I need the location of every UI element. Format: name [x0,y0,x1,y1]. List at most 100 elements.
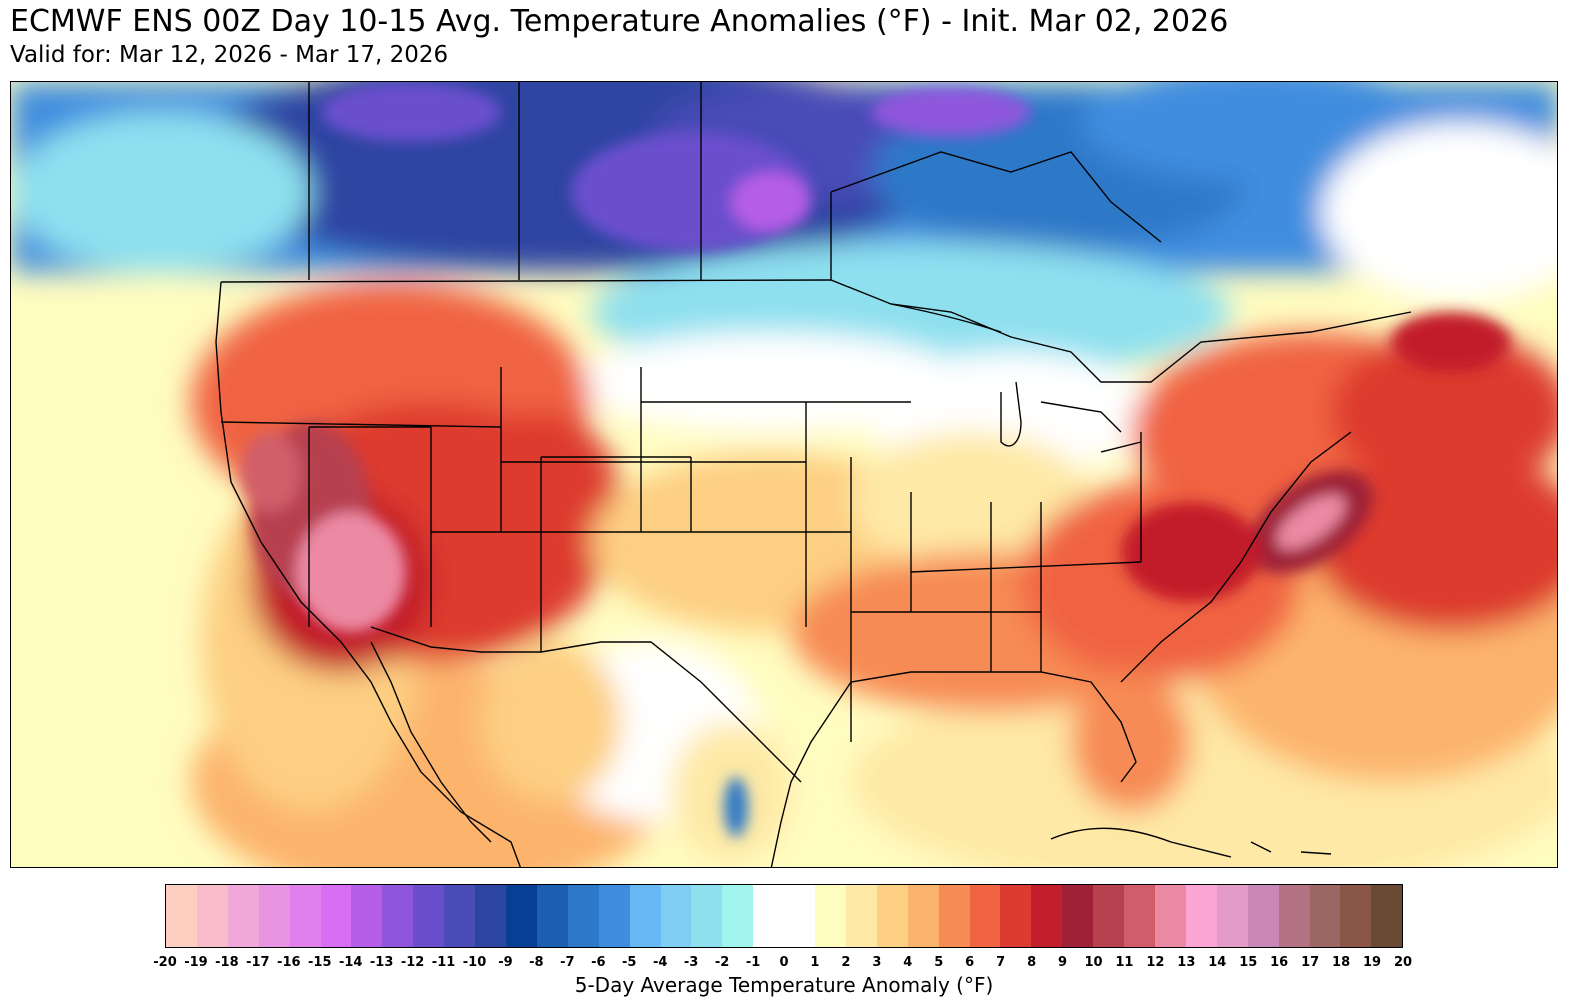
colorbar-swatch [969,885,1001,947]
colorbar-tick-label: 6 [965,955,975,970]
colorbar-tick-label: -16 [277,955,301,970]
colorbar-tick-label: 2 [841,955,851,970]
colorbar-swatch [227,885,259,947]
colorbar-swatch [784,885,816,947]
colorbar-swatch [505,885,537,947]
colorbar-swatch [1216,885,1248,947]
colorbar-swatch [1278,885,1310,947]
colorbar-tick-label: -11 [431,955,456,970]
colorbar-tick-label: 19 [1363,955,1382,970]
map-subtitle: Valid for: Mar 12, 2026 - Mar 17, 2026 [10,42,449,68]
colorbar-swatch [753,885,785,947]
great-lakes [890,303,1142,453]
map-title: ECMWF ENS 00Z Day 10-15 Avg. Temperature… [10,4,1229,39]
colorbar-swatch [722,885,754,947]
colorbar-tick-label: 1 [810,955,820,970]
colorbar-tick-label: -5 [622,955,637,970]
us-canada-border [220,279,1412,383]
colorbar-tick-label: 17 [1301,955,1320,970]
colorbar-tick-label: 0 [779,955,789,970]
colorbar-tick-label: -3 [683,955,699,970]
colorbar-tick-label: 20 [1393,955,1413,970]
colorbar-tick-label: 4 [903,955,913,970]
colorbar-tick-label: -8 [529,955,544,970]
colorbar-swatch [1185,885,1217,947]
colorbar-swatch [351,885,383,947]
colorbar-swatch [660,885,692,947]
colorbar-tick-label: -9 [498,955,513,970]
colorbar-tick-label: -2 [714,955,730,970]
colorbar [165,884,1403,948]
colorbar-tick-label: 3 [872,955,882,970]
colorbar-tick-label: -20 [153,955,177,970]
colorbar-swatch [1093,885,1125,947]
colorbar-swatch [907,885,939,947]
colorbar-tick-label: 8 [1027,955,1037,970]
colorbar-ticks: -20 -19 -18 -17 -16 -15 -14 -13 -12 -11 -10 -9 -8 -7-… [153,955,1412,973]
colorbar-tick-label: -14 [338,955,363,970]
colorbar-swatch [938,885,970,947]
colorbar-swatch [475,885,506,947]
colorbar-tick-label: 16 [1270,955,1289,970]
colorbar-swatch [1155,885,1186,947]
boundaries [215,82,1412,867]
colorbar-swatch [1124,885,1155,947]
west-coast [215,281,522,867]
colorbar-tick-label: 10 [1084,955,1103,970]
colorbar-swatch [536,885,568,947]
colorbar-swatch [1247,885,1279,947]
state-lines [308,367,1142,742]
colorbar-tick-label: 7 [996,955,1006,970]
gulf-coast [770,671,1137,867]
colorbar-tick-label: -18 [215,955,239,970]
colorbar-tick-label: -6 [591,955,606,970]
colorbar-swatch [629,885,661,947]
colorbar-swatch [567,885,599,947]
colorbar-tick-label: -7 [560,955,575,970]
colorbar-tick-label: -15 [308,955,332,970]
canada-provinces [308,82,1162,280]
colorbar-tick-label: 15 [1239,955,1258,970]
colorbar-tick-label: 13 [1177,955,1196,970]
colorbar-swatch [598,885,630,947]
colorbar-tick-label: 14 [1208,955,1227,970]
colorbar-tick-label: -19 [184,955,208,970]
colorbar-swatch [1031,885,1063,947]
colorbar-tick-label: 12 [1146,955,1165,970]
east-coast [1120,431,1352,683]
colorbar-tick-label: -13 [369,955,394,970]
colorbar-swatch [258,885,290,947]
colorbar-swatch [320,885,352,947]
colorbar-label: 5-Day Average Temperature Anomaly (°F) [574,973,994,997]
anomaly-highlights [241,82,1511,837]
state-lines-h [220,401,1142,613]
colorbar-swatch [815,885,846,947]
colorbar-swatch [196,885,228,947]
colorbar-swatch [1309,885,1341,947]
colorbar-swatch [289,885,321,947]
anomaly-map [10,81,1558,868]
caribbean-coast [1050,827,1332,858]
colorbar-tick-label: -10 [462,955,487,970]
colorbar-swatch [166,885,197,947]
colorbar-swatch [1371,885,1403,947]
colorbar-tick-label: -12 [400,955,425,970]
colorbar-tick-label: 11 [1115,955,1134,970]
colorbar-tick-label: 9 [1058,955,1068,970]
colorbar-swatch [845,885,877,947]
colorbar-tick-label: 5 [934,955,944,970]
baja-coast [370,641,492,843]
colorbar-swatch [876,885,908,947]
colorbar-swatch [691,885,723,947]
colorbar-swatch [1062,885,1094,947]
colorbar-tick-label: -17 [246,955,270,970]
colorbar-swatch [1000,885,1032,947]
colorbar-tick-label: -1 [745,955,761,970]
colorbar-swatch [1340,885,1372,947]
colorbar-swatch [413,885,445,947]
anomaly-map-svg [11,82,1557,867]
colorbar-tick-label: -4 [652,955,668,970]
colorbar-swatch [444,885,476,947]
colorbar-tick-label: 18 [1332,955,1351,970]
colorbar-swatch [382,885,414,947]
